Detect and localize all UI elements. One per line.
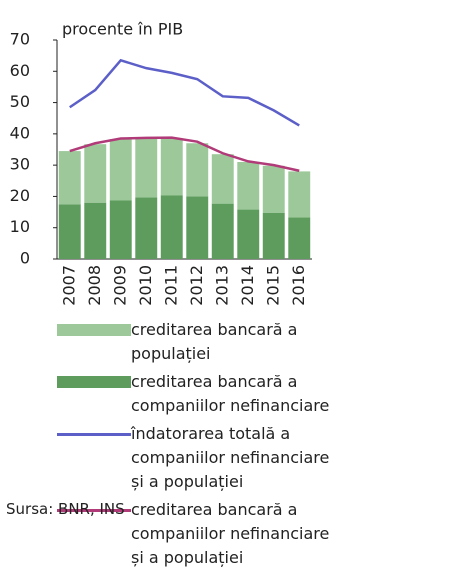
- y-tick-label: 20: [10, 186, 30, 205]
- x-tick-label: 2014: [238, 265, 257, 306]
- legend-swatch: [57, 509, 131, 512]
- legend-item: îndatorarea totală a companiilor nefinan…: [57, 422, 357, 494]
- bar: [288, 171, 311, 218]
- bar: [58, 204, 81, 259]
- bar: [288, 217, 311, 259]
- legend-swatch: [57, 324, 131, 336]
- y-tick-label: 70: [10, 30, 30, 49]
- x-tick-label: 2008: [85, 265, 104, 306]
- legend-label: îndatorarea totală a companiilor nefinan…: [131, 424, 330, 491]
- line: [69, 58, 300, 127]
- x-tick-label: 2012: [187, 265, 206, 306]
- x-tick-label: 2007: [59, 265, 78, 306]
- page: {"chart_data": {"type": "bar", "y_axis_l…: [6, 19, 330, 567]
- y-tick-label: 60: [10, 61, 30, 80]
- y-tick-label: 10: [10, 217, 30, 236]
- bar: [211, 203, 234, 259]
- y-axis-label: procente în PIB: [62, 20, 183, 39]
- y-tick-label: 0: [20, 249, 30, 268]
- bar: [211, 154, 234, 204]
- chart: procente în PIB 0 10 20 30 40 50 60 70 2007 2008 2…: [10, 20, 312, 306]
- bar: [84, 144, 107, 203]
- bar: [135, 197, 158, 259]
- bar: [84, 202, 107, 259]
- legend-item: creditarea bancară a populației: [57, 318, 357, 366]
- x-tick-label: 2015: [263, 265, 282, 306]
- bar: [237, 209, 260, 259]
- x-tick-label: 2016: [289, 265, 308, 306]
- bar: [160, 195, 183, 259]
- legend-swatch: [57, 433, 131, 436]
- legend-label: creditarea bancară a populației: [131, 320, 298, 363]
- x-tick-label: 2010: [136, 265, 155, 306]
- y-tick-label: 30: [10, 155, 30, 174]
- bar: [262, 165, 285, 213]
- x-tick-label: 2013: [212, 265, 231, 306]
- legend-label: creditarea bancară a companiilor nefinan…: [131, 372, 330, 415]
- legend-label: creditarea bancară a companiilor nefinan…: [131, 500, 330, 567]
- bar: [262, 212, 285, 259]
- y-tick-label: 40: [10, 123, 30, 142]
- bar: [186, 143, 209, 197]
- source: Sursa: BNR, INS: [6, 500, 125, 518]
- y-tick-label: 50: [10, 92, 30, 111]
- bar: [109, 200, 132, 259]
- x-tick-label: 2011: [161, 265, 180, 306]
- bar: [58, 151, 81, 205]
- line: [69, 136, 300, 172]
- bar: [186, 196, 209, 259]
- legend-swatch: [57, 376, 131, 388]
- legend: creditarea bancară a populației creditare…: [57, 318, 357, 574]
- bar: [237, 162, 260, 210]
- legend-item: creditarea bancară a companiilor nefinan…: [57, 370, 357, 418]
- bar: [109, 139, 132, 201]
- bar: [160, 138, 183, 196]
- bar: [135, 138, 158, 198]
- x-tick-label: 2009: [110, 265, 129, 306]
